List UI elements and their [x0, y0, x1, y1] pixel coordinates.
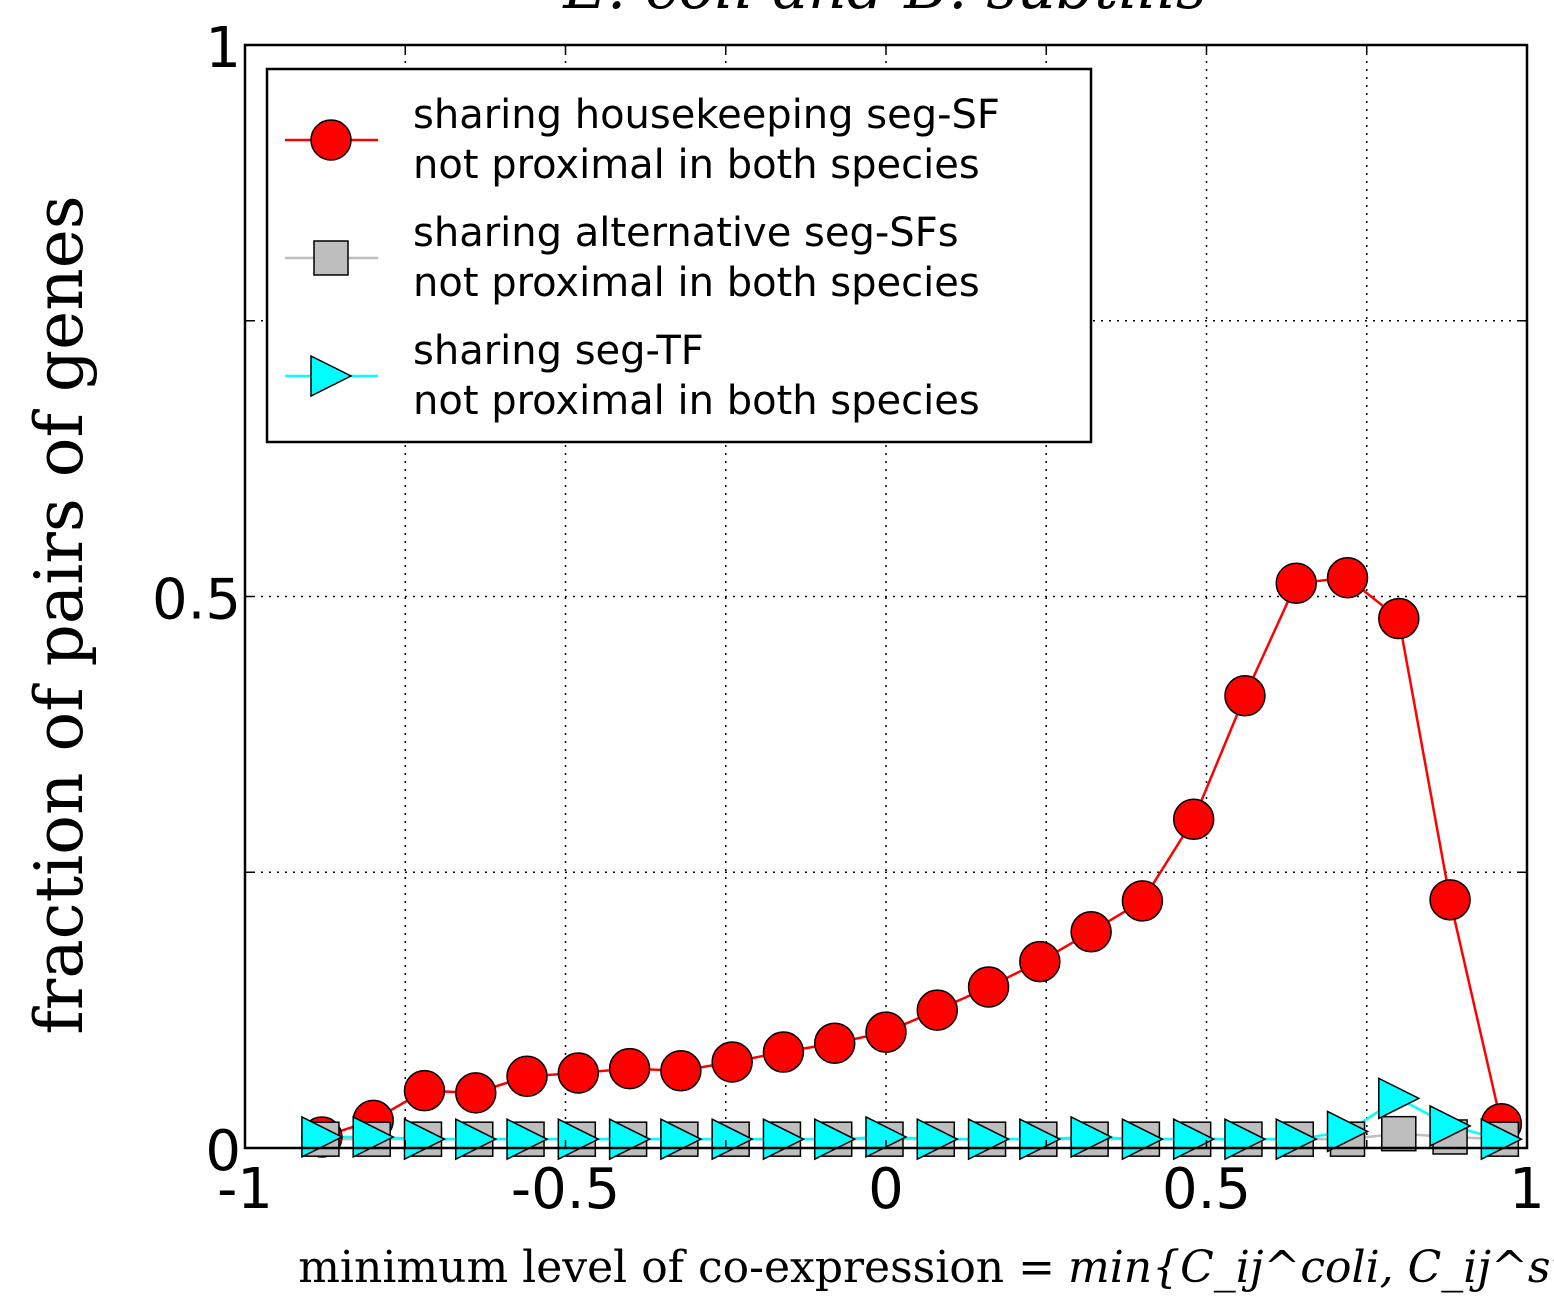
- x-tick-label: 0.5: [1162, 1157, 1251, 1222]
- y-tick-labels: 00.51: [152, 16, 241, 1184]
- data-point-0: [1224, 675, 1266, 717]
- data-point-0: [967, 966, 1010, 1008]
- data-point-0: [1429, 879, 1471, 921]
- data-point-0: [506, 1055, 548, 1098]
- y-axis-label: fraction of pairs of genes: [21, 195, 98, 1034]
- data-point-0: [608, 1047, 651, 1090]
- x-tick-label: -1: [217, 1157, 273, 1222]
- legend-label-1: not proximal in both species: [413, 260, 980, 306]
- axis-ticks: [244, 44, 1528, 1149]
- data-point-0: [1172, 798, 1215, 841]
- data-point-0: [660, 1050, 702, 1092]
- chart-title-group: E. coli and B. subtilis: [562, 0, 1207, 23]
- y-tick-label: 0.5: [152, 568, 241, 633]
- data-point-1: [1381, 1115, 1417, 1152]
- legend-label-0: sharing housekeeping seg-SF: [413, 92, 1000, 138]
- x-axis-label-formula: min{C_ij^coli, C_ij^subtilis}: [1068, 1242, 1554, 1293]
- data-point-0: [1070, 911, 1112, 953]
- data-point-0: [1019, 940, 1061, 983]
- data-point-0: [455, 1072, 497, 1114]
- x-tick-labels: -1 -0.5 0 0.5 1: [217, 1157, 1545, 1222]
- legend-marker-0: [310, 119, 352, 161]
- y-tick-label: 1: [205, 16, 241, 81]
- data-point-0: [916, 989, 959, 1031]
- chart-title: E. coli and B. subtilis: [562, 0, 1207, 23]
- data-point-0: [557, 1052, 600, 1094]
- data-point-0: [1378, 597, 1420, 640]
- legend-label-2: sharing seg-TF: [413, 328, 704, 374]
- x-tick-label: 0: [868, 1157, 904, 1222]
- x-axis-label-text: minimum level of co-expression =: [298, 1242, 1055, 1293]
- legend-label-2: not proximal in both species: [413, 378, 980, 424]
- data-point-0: [1275, 562, 1317, 605]
- x-axis-label: minimum level of co-expression = min{C_i…: [298, 1242, 1554, 1293]
- legend-label-0: not proximal in both species: [413, 142, 980, 188]
- data-point-2: [1429, 1104, 1472, 1148]
- data-point-0: [403, 1069, 446, 1112]
- legend-marker-1: [313, 240, 349, 276]
- data-point-2: [1378, 1077, 1421, 1120]
- legend-box: [265, 67, 1093, 444]
- legend-label-1: sharing alternative seg-SFs: [413, 210, 959, 256]
- x-tick-label: 1: [1509, 1157, 1545, 1222]
- x-tick-label: -0.5: [511, 1157, 620, 1222]
- data-point-0: [1326, 556, 1369, 599]
- data-point-0: [865, 1011, 907, 1053]
- data-point-2: [1326, 1110, 1370, 1153]
- data-point-0: [762, 1031, 805, 1073]
- y-tick-label: 0: [205, 1119, 241, 1184]
- data-point-0: [813, 1022, 856, 1064]
- data-point-0: [1121, 880, 1164, 922]
- data-point-0: [711, 1041, 753, 1083]
- legend-marker-2: [310, 354, 353, 398]
- data-markers: [301, 556, 1524, 1161]
